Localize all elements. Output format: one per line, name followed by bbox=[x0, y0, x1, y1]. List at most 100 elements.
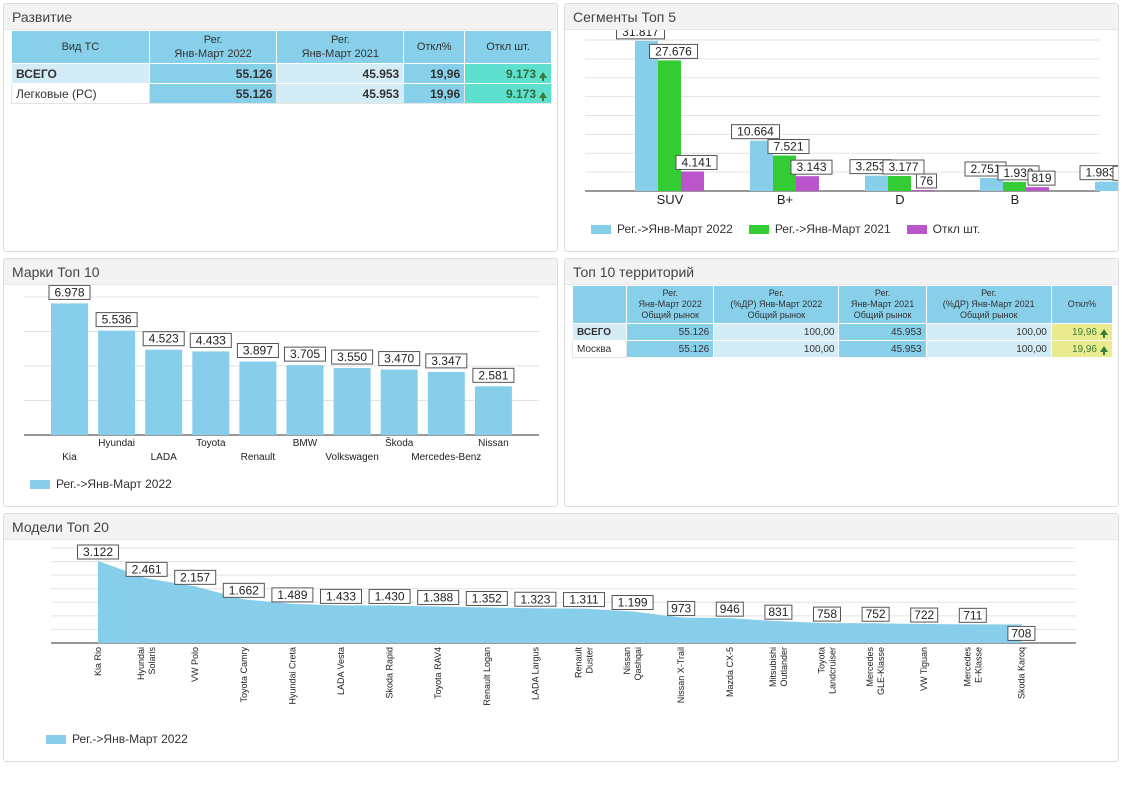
category-label: Qashqai bbox=[633, 647, 643, 681]
category-label: Skoda Rapid bbox=[385, 647, 395, 699]
cell-deviation-pct: 19,96 bbox=[403, 83, 466, 104]
category-label: Nissan bbox=[478, 438, 509, 449]
point-value-label-box bbox=[958, 607, 987, 623]
legend-swatch-2022 bbox=[30, 479, 50, 489]
category-label: Mercedes bbox=[865, 647, 875, 687]
bar-value-label-box bbox=[916, 173, 937, 189]
up-arrow-icon bbox=[539, 71, 547, 81]
deviation-abs-value: 9.173 bbox=[505, 86, 536, 101]
bar-value-label: 3.550 bbox=[337, 350, 367, 364]
point-value-label-box bbox=[271, 587, 314, 603]
data-point bbox=[486, 606, 488, 608]
table-row[interactable]: Легковые (PC) 55.126 45.953 19,96 9.173 bbox=[11, 83, 552, 104]
category-label: Renault Logan bbox=[482, 647, 492, 706]
bar bbox=[658, 60, 681, 192]
category-label: Volkswagen bbox=[325, 452, 378, 463]
point-value-label: 2.157 bbox=[180, 570, 210, 584]
bar-value-label: 2.581 bbox=[478, 368, 508, 382]
development-panel: Развитие Вид ТС Рег. Янв-Март 2022 Рег. … bbox=[3, 3, 558, 252]
category-label: Landcruiser bbox=[828, 647, 838, 694]
legend-label-2022: Рег.->Янв-Март 2022 bbox=[56, 477, 172, 491]
table-row[interactable]: ВСЕГО 55.126 45.953 19,96 9.173 bbox=[11, 63, 552, 84]
legend-label-delta: Откл шт. bbox=[932, 222, 981, 236]
brands-legend: Рег.->Янв-Март 2022 bbox=[30, 477, 172, 491]
bar-value-label: 7.521 bbox=[773, 140, 803, 154]
bar-value-label: 3.347 bbox=[431, 354, 461, 368]
bar-value-label-box bbox=[284, 346, 326, 362]
data-point bbox=[291, 603, 293, 605]
point-value-label-box bbox=[465, 590, 508, 606]
row-label: Легковые (PC) bbox=[11, 83, 150, 104]
point-value-label-box bbox=[368, 588, 411, 604]
table-row[interactable]: ВСЕГО 55.126 100,00 45.953 100,00 19,96 bbox=[571, 323, 1114, 341]
category-label: D bbox=[895, 192, 904, 207]
point-value-label-box bbox=[125, 561, 168, 577]
bar-value-label-box bbox=[1027, 170, 1056, 186]
bar-value-label-box bbox=[472, 367, 515, 383]
data-point bbox=[146, 577, 148, 579]
col-header-reg-2022: Рег. Янв-Март 2022 Общий рынок bbox=[626, 285, 715, 324]
point-value-label: 1.489 bbox=[277, 588, 307, 602]
bar-value-label-box bbox=[731, 124, 780, 140]
category-label: GLE-Klasse bbox=[876, 647, 886, 695]
bar-value-label: 1.932 bbox=[1003, 166, 1033, 180]
up-arrow-icon bbox=[1100, 345, 1108, 355]
bar-value-label-box bbox=[236, 343, 279, 359]
col-header-territory bbox=[571, 285, 628, 324]
data-point bbox=[777, 620, 779, 622]
bar-value-label-box bbox=[189, 332, 232, 348]
category-label: Kia Rio bbox=[93, 647, 103, 676]
bar-value-label-box bbox=[616, 30, 665, 40]
bar bbox=[474, 386, 512, 435]
category-label: LADA bbox=[151, 452, 177, 463]
bar-value-label: 3.897 bbox=[243, 344, 273, 358]
category-label: Renault bbox=[241, 452, 276, 463]
category-label: Toyota bbox=[196, 438, 226, 449]
point-value-label: 1.323 bbox=[520, 592, 550, 606]
point-value-label: 1.311 bbox=[569, 593, 598, 607]
point-value-label: 752 bbox=[866, 607, 886, 621]
bar-value-label: 6.978 bbox=[54, 285, 84, 299]
segments-title: Сегменты Топ 5 bbox=[565, 4, 1118, 30]
bar-value-label: 4.141 bbox=[681, 155, 711, 169]
point-value-label: 1.352 bbox=[472, 591, 502, 605]
col-header-vehicle-type: Вид ТС bbox=[11, 30, 150, 64]
cell-deviation-pct: 19,96 bbox=[403, 63, 466, 84]
category-label: SUV bbox=[657, 192, 684, 207]
point-value-label: 973 bbox=[671, 601, 691, 615]
point-value-label-box bbox=[715, 601, 744, 617]
bar bbox=[750, 140, 773, 191]
category-label: B bbox=[1011, 192, 1020, 207]
bar-value-label: 3.705 bbox=[290, 347, 320, 361]
point-value-label-box bbox=[77, 544, 119, 560]
bar-value-label: 76 bbox=[920, 174, 934, 188]
bar bbox=[51, 303, 88, 435]
cell-deviation-pct: 19,96 bbox=[1050, 340, 1114, 358]
bar bbox=[1095, 181, 1118, 191]
bar bbox=[796, 176, 819, 191]
category-label: Skoda Karoq bbox=[1016, 647, 1026, 699]
data-point bbox=[389, 604, 391, 606]
point-value-label-box bbox=[320, 588, 362, 604]
col-header-deviation-pct: Откл% bbox=[1050, 285, 1114, 324]
point-value-label-box bbox=[514, 591, 557, 607]
bar-value-label-box bbox=[425, 353, 468, 369]
point-value-label: 831 bbox=[768, 605, 788, 619]
legend-swatch-2022 bbox=[591, 224, 611, 234]
bar-value-label-box bbox=[882, 159, 925, 175]
cell-reg-2022: 55.126 bbox=[148, 63, 278, 84]
bar-value-label-box bbox=[142, 331, 185, 347]
data-point bbox=[194, 585, 196, 587]
bar bbox=[980, 178, 1003, 191]
data-point bbox=[632, 611, 634, 613]
cell-reg-2021: 45.953 bbox=[276, 63, 405, 84]
up-arrow-icon bbox=[1100, 328, 1108, 338]
table-row[interactable]: Москва 55.126 100,00 45.953 100,00 19,96 bbox=[571, 340, 1114, 358]
data-point bbox=[972, 623, 974, 625]
bar bbox=[1003, 181, 1026, 191]
category-label: Nissan bbox=[622, 647, 632, 675]
bar-value-label: 4.523 bbox=[149, 332, 179, 346]
data-point bbox=[875, 622, 877, 624]
bar bbox=[865, 175, 888, 191]
